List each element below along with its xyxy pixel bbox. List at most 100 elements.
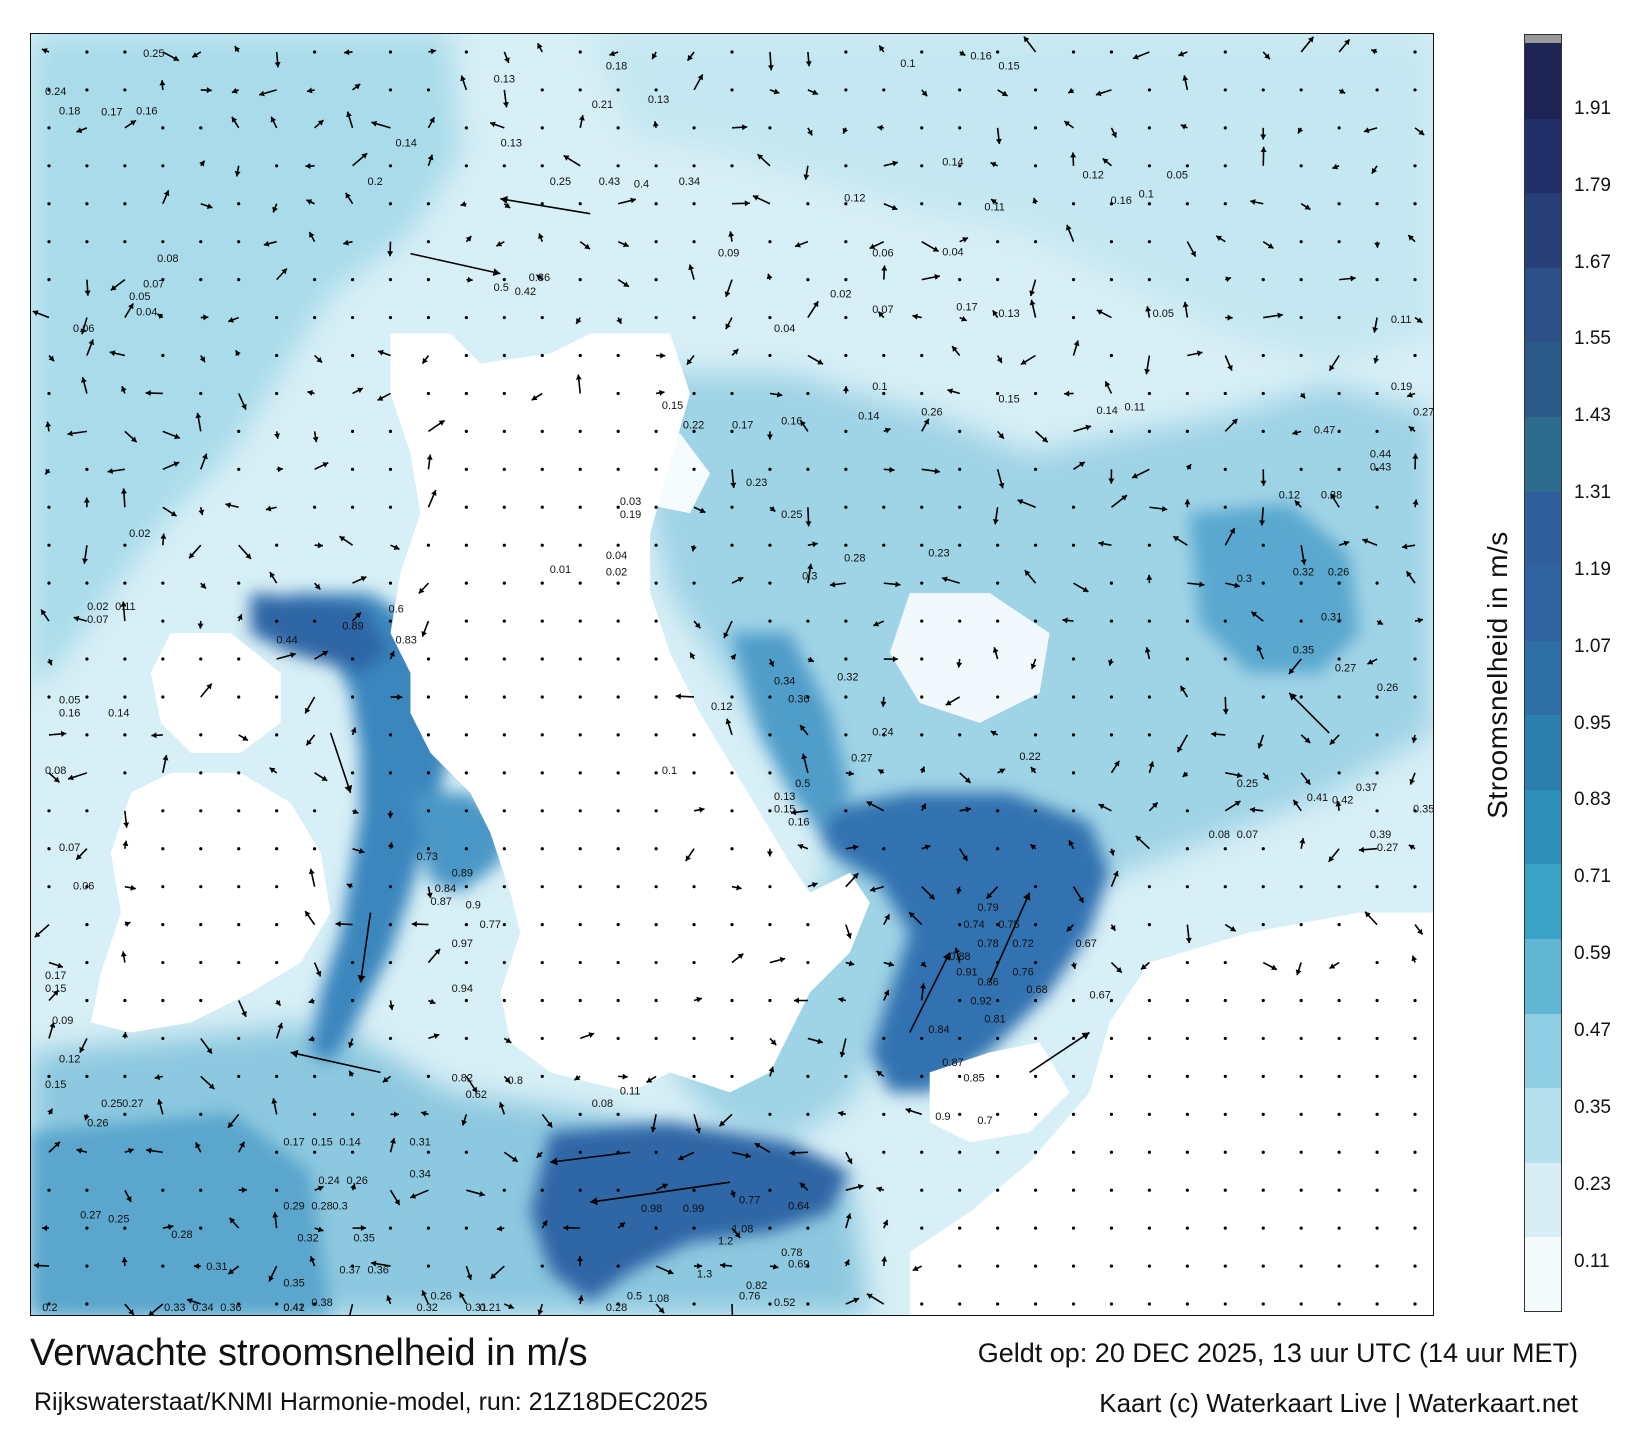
colorbar-tick-label: 1.55 (1574, 328, 1611, 350)
current-arrow (990, 198, 999, 205)
grid-dot (844, 695, 848, 699)
grid-dot (806, 1112, 810, 1116)
grid-dot (464, 923, 468, 927)
current-arrow (883, 160, 899, 167)
grid-dot (1375, 1188, 1379, 1192)
speed-label: 0.13 (494, 73, 515, 85)
speed-label: 0.07 (872, 304, 893, 316)
speed-label: 0.19 (1391, 381, 1412, 393)
current-arrow (921, 273, 941, 281)
grid-dot (692, 202, 696, 206)
grid-dot (1185, 278, 1189, 282)
grid-dot (578, 505, 582, 509)
current-arrow (1073, 582, 1089, 593)
grid-dot (616, 505, 620, 509)
grid-dot (692, 1074, 696, 1078)
current-arrow (845, 770, 854, 777)
grid-dot (426, 1074, 431, 1078)
current-arrow (352, 576, 367, 584)
current-arrow (1338, 38, 1351, 53)
grid-dot (1185, 164, 1189, 168)
current-arrow (1257, 734, 1265, 749)
current-arrow (1411, 734, 1418, 743)
current-arrow (693, 1114, 701, 1134)
current-arrow (1072, 886, 1085, 904)
map-panel[interactable]: 0.25 0.24 0.18 0.17 0.16 0.13 0.18 0.21 0.13 0.1 0… (30, 33, 1434, 1316)
current-arrow (427, 419, 445, 433)
grid-dot (464, 581, 468, 585)
grid-dot (616, 733, 620, 737)
grid-dot (237, 1074, 241, 1078)
speed-label: 0.14 (1097, 405, 1118, 417)
current-arrow (120, 601, 127, 622)
current-arrow (305, 734, 316, 746)
current-arrow (346, 883, 353, 889)
grid-dot (578, 771, 582, 775)
grid-dot (540, 543, 544, 547)
grid-dot (275, 619, 279, 623)
grid-dot (1413, 1302, 1417, 1306)
speed-label: 0.29 (283, 1201, 304, 1213)
current-arrow (389, 1137, 396, 1153)
grid-dot (47, 581, 51, 585)
current-arrow (386, 1295, 392, 1305)
current-arrow (876, 1186, 885, 1193)
grid-dot (1261, 1074, 1265, 1078)
speed-label: 1.2 (718, 1235, 733, 1247)
speed-label: 0.04 (136, 307, 157, 319)
current-arrow (1300, 36, 1315, 53)
grid-dot (996, 1264, 1000, 1268)
current-arrow (388, 1000, 395, 1011)
current-arrow (845, 960, 855, 967)
grid-dot (654, 809, 658, 813)
current-arrow (200, 314, 209, 321)
current-arrow (1408, 844, 1416, 851)
current-arrow (387, 842, 394, 849)
current-arrow (110, 278, 126, 292)
grid-dot (692, 923, 696, 927)
grid-dot (882, 353, 886, 358)
grid-dot (1147, 923, 1152, 927)
colorbar-tick-label: 1.19 (1574, 558, 1611, 580)
grid-dot (654, 960, 658, 965)
current-arrow (1401, 543, 1416, 550)
grid-dot (578, 467, 582, 471)
current-arrow (80, 377, 88, 394)
grid-dot (85, 467, 89, 471)
grid-dot (1299, 467, 1303, 471)
current-arrow (314, 582, 321, 590)
current-arrow (617, 1221, 626, 1229)
speed-label: 0.89 (342, 620, 363, 632)
grid-dot (1033, 126, 1038, 130)
current-arrow (689, 652, 696, 660)
grid-dot (1375, 429, 1379, 433)
speed-label: 0.41 (283, 1302, 304, 1314)
grid-dot (958, 1112, 962, 1116)
grid-dot (1413, 164, 1417, 168)
speed-label: 0.32 (1293, 567, 1314, 579)
grid-dot (1147, 1302, 1152, 1306)
current-arrow (921, 418, 930, 432)
current-arrow (869, 240, 885, 250)
grid-dot (920, 657, 924, 661)
grid-dot (237, 240, 241, 244)
grid-dot (844, 505, 848, 509)
grid-dot (388, 50, 393, 54)
speed-label: 0.27 (1413, 406, 1433, 418)
grid-dot (47, 202, 51, 206)
grid-dot (540, 923, 544, 927)
current-arrow (390, 544, 400, 550)
current-arrow (752, 195, 771, 205)
grid-dot (806, 1264, 810, 1268)
current-arrow (1249, 806, 1264, 813)
colorbar-tick-label: 1.07 (1574, 635, 1611, 657)
grid-dot (1109, 240, 1114, 244)
current-arrow (1411, 955, 1418, 963)
current-arrow (920, 961, 927, 968)
grid-dot (578, 923, 582, 927)
current-arrow (314, 354, 323, 364)
grid-dot (616, 885, 620, 889)
grid-dot (730, 505, 734, 509)
current-arrow (990, 161, 998, 168)
current-arrow (1023, 36, 1037, 53)
